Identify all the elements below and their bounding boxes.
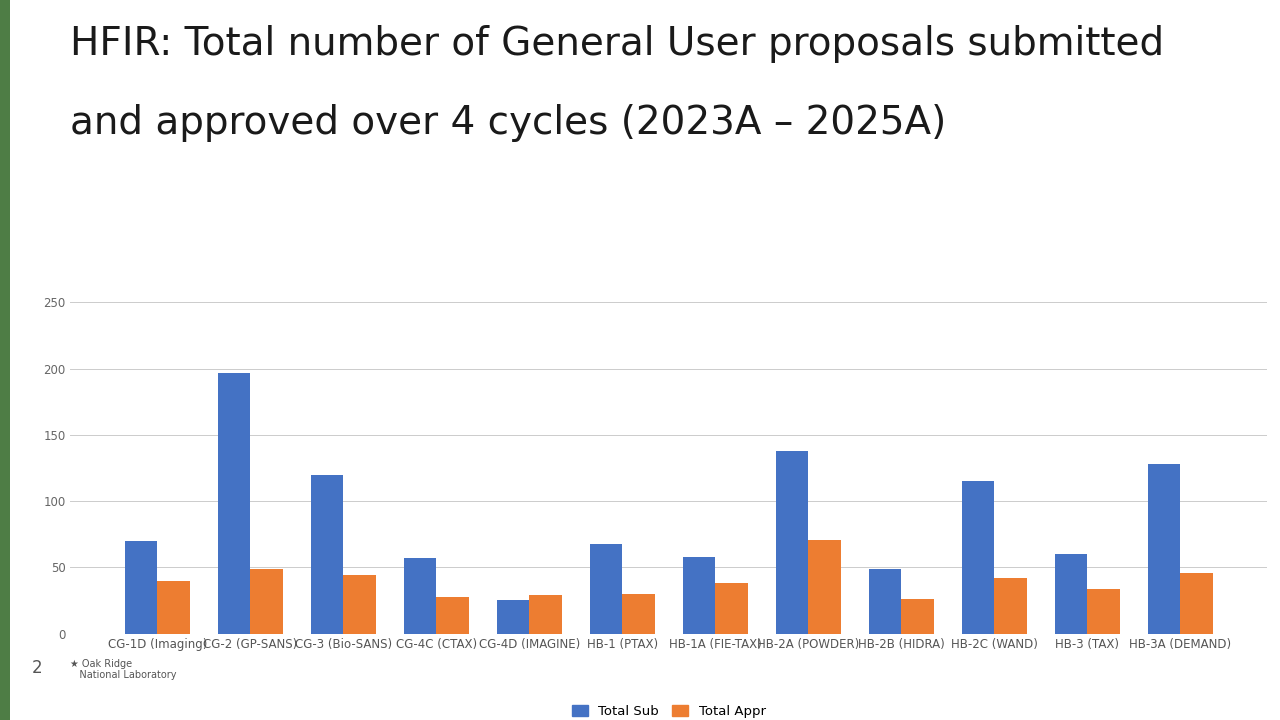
Bar [1087, 588, 1120, 634]
Bar [776, 451, 808, 634]
Bar [682, 557, 716, 634]
Bar [716, 583, 748, 634]
Legend: Total Sub, Total Appr: Total Sub, Total Appr [567, 700, 771, 720]
Bar [961, 481, 995, 634]
Text: ★ Oak Ridge
   National Laboratory: ★ Oak Ridge National Laboratory [70, 659, 177, 680]
Bar [530, 595, 562, 634]
Bar [157, 580, 189, 634]
Bar [995, 578, 1027, 634]
Text: HFIR: Total number of General User proposals submitted: HFIR: Total number of General User propo… [70, 25, 1165, 63]
Bar [901, 599, 934, 634]
Bar [218, 373, 251, 634]
Bar [343, 575, 376, 634]
Bar [808, 539, 841, 634]
Bar [125, 541, 157, 634]
Bar [497, 600, 530, 634]
Bar [869, 569, 901, 634]
Bar [1148, 464, 1180, 634]
Bar [251, 569, 283, 634]
Bar [403, 558, 436, 634]
Bar [1055, 554, 1087, 634]
Bar [311, 474, 343, 634]
Text: and approved over 4 cycles (2023A – 2025A): and approved over 4 cycles (2023A – 2025… [70, 104, 947, 143]
Bar [436, 596, 468, 634]
Bar [590, 544, 622, 634]
Text: 2: 2 [32, 659, 42, 677]
Bar [1180, 572, 1213, 634]
Bar [622, 594, 655, 634]
